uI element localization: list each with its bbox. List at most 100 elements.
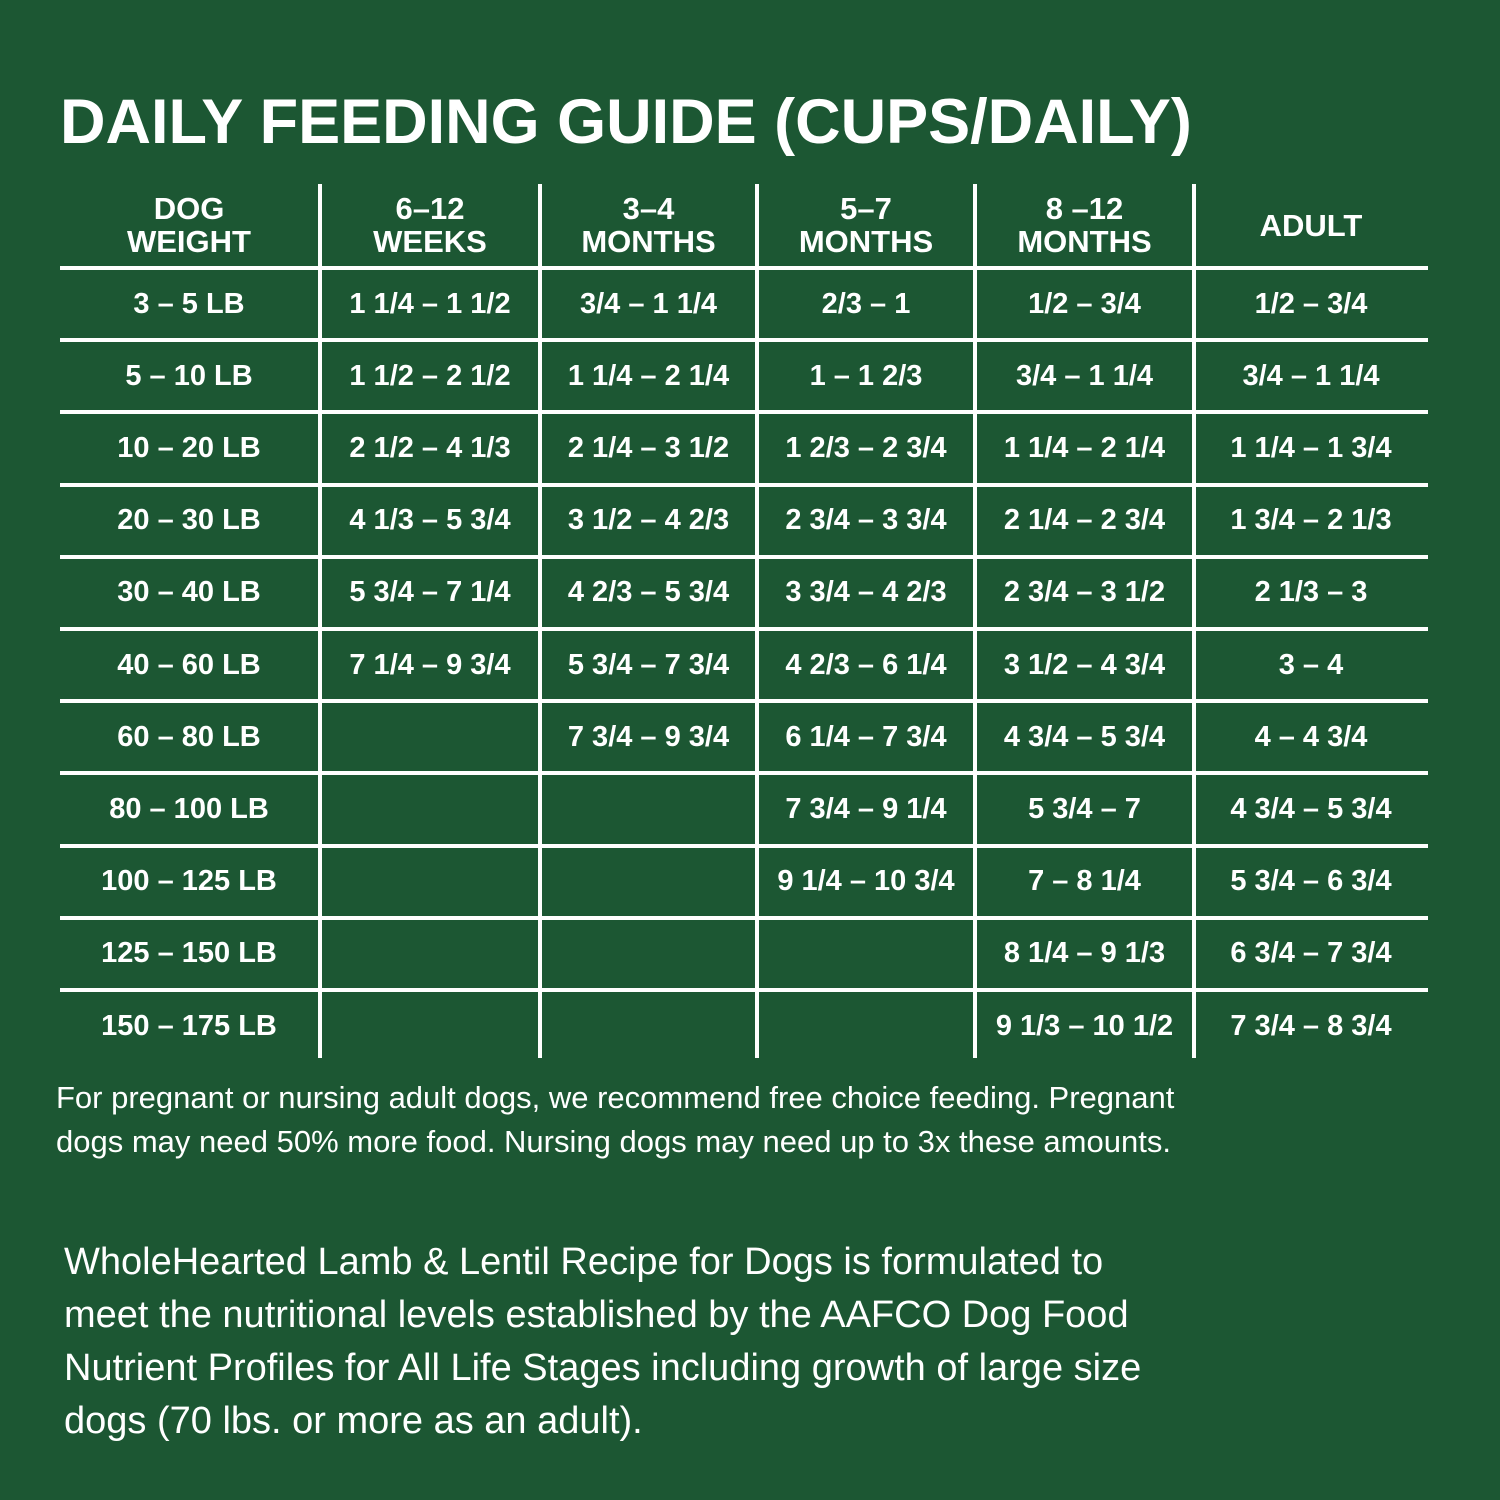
- column-header-line: ADULT: [1259, 207, 1363, 243]
- amount-cell: 4 3/4 – 5 3/4: [1003, 720, 1166, 753]
- column-header-line: DOG: [153, 191, 225, 226]
- amount-cell: 8 1/4 – 9 1/3: [1003, 937, 1166, 970]
- weight-cell: 30 – 40 LB: [117, 576, 261, 609]
- column-header: ADULT: [1194, 182, 1428, 268]
- column-header: 3–4 MONTHS: [540, 182, 757, 268]
- amount-cell: [320, 846, 540, 918]
- column-header-line: WEEKS: [373, 224, 487, 259]
- amount-cell: 7 3/4 – 8 3/4: [1230, 1009, 1392, 1042]
- amount-cell: [757, 918, 975, 990]
- statement-line: meet the nutritional levels established …: [64, 1294, 1129, 1336]
- amount-cell: 1 2/3 – 2 3/4: [785, 431, 947, 464]
- column-header: DOG WEIGHT: [58, 182, 320, 268]
- amount-cell: 2 1/4 – 2 3/4: [1003, 504, 1166, 537]
- column-header: 5–7 MONTHS: [757, 182, 975, 268]
- row-divider: [60, 699, 1428, 704]
- amount-cell: 1 1/2 – 2 1/2: [349, 359, 511, 392]
- amount-cell: 9 1/3 – 10 1/2: [995, 1009, 1174, 1042]
- amount-cell: 2 1/3 – 3: [1254, 576, 1368, 609]
- weight-cell: 20 – 30 LB: [117, 504, 261, 537]
- weight-cell: 100 – 125 LB: [101, 865, 277, 898]
- amount-cell: 6 3/4 – 7 3/4: [1230, 937, 1392, 970]
- column-divider: [318, 184, 322, 1059]
- amount-cell: 4 – 4 3/4: [1254, 720, 1368, 753]
- amount-cell: 3 1/2 – 4 2/3: [567, 504, 730, 537]
- feeding-table: DOG WEIGHT 6–12 WEEKS 3–4 MONTHS 5–7 MONTHS 8 –1…: [58, 182, 1428, 1059]
- aafco-statement: WholeHearted Lamb & Lentil Recipe for Do…: [64, 1236, 1464, 1448]
- column-header-line: 6–12: [395, 191, 465, 226]
- column-divider: [538, 184, 542, 1059]
- amount-cell: 3 3/4 – 4 2/3: [785, 576, 947, 609]
- amount-cell: 1 1/4 – 1 1/2: [349, 287, 511, 320]
- feeding-note: For pregnant or nursing adult dogs, we r…: [56, 1076, 1456, 1164]
- amount-cell: 1/2 – 3/4: [1254, 287, 1368, 320]
- amount-cell: 2 1/2 – 4 1/3: [349, 431, 511, 464]
- column-header-line: MONTHS: [798, 224, 934, 259]
- amount-cell: [540, 773, 757, 845]
- amount-cell: 1 1/4 – 2 1/4: [567, 359, 730, 392]
- column-header-line: 8 –12: [1045, 191, 1124, 226]
- page-title: DAILY FEEDING GUIDE (CUPS/DAILY): [60, 87, 1192, 157]
- amount-cell: [540, 990, 757, 1062]
- statement-line: dogs (70 lbs. or more as an adult).: [64, 1400, 643, 1442]
- amount-cell: [320, 990, 540, 1062]
- row-divider: [60, 554, 1428, 559]
- amount-cell: 5 3/4 – 7 1/4: [349, 576, 511, 609]
- amount-cell: 2 3/4 – 3 3/4: [785, 504, 947, 537]
- weight-cell: 60 – 80 LB: [117, 720, 261, 753]
- amount-cell: 1 1/4 – 2 1/4: [1003, 431, 1166, 464]
- row-divider: [60, 915, 1428, 920]
- amount-cell: 1 1/4 – 1 3/4: [1230, 431, 1392, 464]
- note-line: dogs may need 50% more food. Nursing dog…: [56, 1124, 1171, 1159]
- amount-cell: [540, 918, 757, 990]
- weight-cell: 125 – 150 LB: [101, 937, 277, 970]
- amount-cell: 4 1/3 – 5 3/4: [349, 504, 511, 537]
- row-divider: [60, 266, 1428, 270]
- amount-cell: 2 1/4 – 3 1/2: [567, 431, 730, 464]
- column-divider: [973, 184, 977, 1059]
- amount-cell: 3 1/2 – 4 3/4: [1003, 648, 1166, 681]
- weight-cell: 3 – 5 LB: [133, 287, 245, 320]
- amount-cell: 1 3/4 – 2 1/3: [1230, 504, 1392, 537]
- row-divider: [60, 988, 1428, 992]
- column-header-line: 5–7: [840, 191, 892, 226]
- weight-cell: 40 – 60 LB: [117, 648, 261, 681]
- amount-cell: 3/4 – 1 1/4: [1015, 359, 1154, 392]
- row-divider: [60, 482, 1428, 487]
- amount-cell: 5 3/4 – 7: [1028, 792, 1141, 825]
- amount-cell: 5 3/4 – 7 3/4: [567, 648, 730, 681]
- amount-cell: 3/4 – 1 1/4: [1242, 359, 1380, 392]
- amount-cell: 3/4 – 1 1/4: [579, 287, 718, 320]
- column-header: 8 –12 MONTHS: [975, 182, 1194, 268]
- amount-cell: [540, 846, 757, 918]
- column-header-line: 3–4: [622, 191, 675, 226]
- amount-cell: 2 3/4 – 3 1/2: [1003, 576, 1166, 609]
- weight-cell: 10 – 20 LB: [117, 431, 261, 464]
- statement-line: WholeHearted Lamb & Lentil Recipe for Do…: [64, 1241, 1104, 1283]
- amount-cell: 7 3/4 – 9 3/4: [567, 720, 730, 753]
- amount-cell: 7 1/4 – 9 3/4: [349, 648, 511, 681]
- weight-cell: 5 – 10 LB: [125, 359, 253, 392]
- amount-cell: 9 1/4 – 10 3/4: [777, 865, 955, 898]
- column-divider: [1192, 184, 1196, 1059]
- amount-cell: 1 – 1 2/3: [809, 359, 923, 392]
- note-line: For pregnant or nursing adult dogs, we r…: [56, 1080, 1175, 1115]
- amount-cell: 4 3/4 – 5 3/4: [1230, 792, 1392, 825]
- column-header: 6–12 WEEKS: [320, 182, 540, 268]
- column-header-line: MONTHS: [1017, 224, 1152, 259]
- amount-cell: 4 2/3 – 5 3/4: [567, 576, 730, 609]
- amount-cell: [320, 918, 540, 990]
- amount-cell: 2/3 – 1: [821, 287, 911, 320]
- amount-cell: [757, 990, 975, 1062]
- amount-cell: [320, 701, 540, 773]
- amount-cell: 5 3/4 – 6 3/4: [1230, 865, 1392, 898]
- row-divider: [60, 771, 1428, 776]
- amount-cell: 1/2 – 3/4: [1028, 287, 1141, 320]
- row-divider: [60, 627, 1428, 631]
- amount-cell: 7 3/4 – 9 1/4: [785, 792, 947, 825]
- amount-cell: 6 1/4 – 7 3/4: [785, 720, 947, 753]
- amount-cell: 7 – 8 1/4: [1028, 865, 1141, 898]
- row-divider: [60, 338, 1428, 343]
- column-divider: [755, 184, 759, 1059]
- row-divider: [60, 410, 1428, 415]
